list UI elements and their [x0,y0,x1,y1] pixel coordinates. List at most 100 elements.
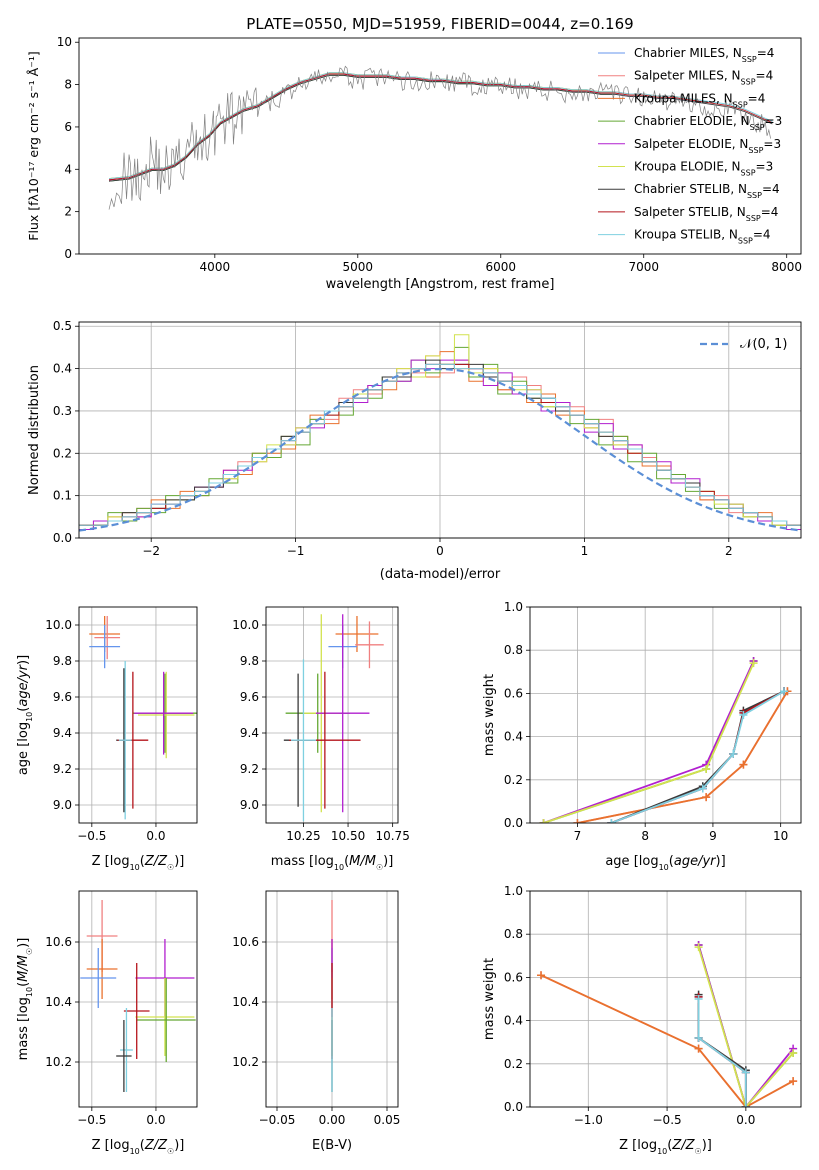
y-tick-label: 0.0 [53,531,72,545]
axes-frame [78,890,198,1108]
x-tick-label: 5000 [343,260,374,274]
label-part: SSP [741,77,756,86]
y-tick-label: 8 [64,78,72,92]
y-tick-label: 9.4 [53,726,72,740]
y-tick-label: 0.8 [504,643,523,657]
panel-weight_vs_Z: −1.0 −0.5 0.0 0.0 0.2 0.4 0.6 0.8 1.0 Z [log10(Z/… [482,884,802,1156]
y-tick-label: 0.0 [504,1100,523,1114]
y-tick-label: 9.8 [53,654,72,668]
axes-frame [529,890,802,1108]
series-marker [694,995,703,1003]
series-marker [607,819,616,823]
label-part: =4 [762,182,780,196]
label-part: ( [669,854,674,869]
label-part: mass [ [16,1017,31,1060]
label-part: ☉ [695,1147,702,1156]
x-tick-label: −1 [287,544,305,558]
y-tick-label: 9.8 [240,654,259,668]
y-tick-label: 0.4 [53,362,72,376]
y-tick-label: 1.0 [504,884,523,898]
x-axis-label: age [log10(age/yr)] [605,854,725,872]
plot-area [108,65,773,210]
label-part: Chabrier ELODIE, N [634,114,750,128]
legend-label: Chabrier STELIB, NSSP=4 [634,182,780,200]
panel-mass_vs_EBV: −0.05 0.00 0.05 10.2 10.4 10.6 [232,890,401,1127]
x-tick-label: 10 [773,829,788,843]
y-tick-label: 10.4 [45,995,72,1009]
x-axis-label: mass [log10(M/M☉)] [271,854,394,872]
y-tick-label: 9.2 [240,762,259,776]
y-tick-label: 10.0 [232,618,259,632]
label-part: age/yr [674,854,717,869]
y-tick-label: 2 [64,205,72,219]
y-tick-label: 0.4 [504,1014,523,1028]
label-part: SSP [747,191,762,200]
label-part: ( [667,1138,672,1153]
label-part: mass [ [271,854,314,869]
label-part: log [16,722,31,742]
x-tick-label: 10.25 [286,829,320,843]
label-part: )] [174,854,184,869]
label-part: SSP [733,100,748,109]
x-tick-label: 0.05 [374,1113,401,1127]
x-tick-label: 0.00 [319,1113,346,1127]
plot-area [89,616,197,820]
label-part: 10 [130,1147,140,1156]
series-marker [789,1049,798,1057]
y-tick-label: 0 [64,247,72,261]
label-part: Salpeter ELODIE, N [634,137,748,151]
label-part: log [110,1138,130,1153]
label-part: )] [716,854,726,869]
series-marker [780,687,789,696]
axes-frame [529,606,802,824]
panel-residuals: −2 −1 0 1 2 0.0 0.1 0.2 0.3 0.4 0.5 (data-model)/er… [27,319,802,582]
label-part: M/M [349,854,376,869]
gaussian-curve [79,367,801,532]
x-tick-label: 0.0 [146,829,165,843]
label-part: =4 [757,46,775,60]
legend-label: Salpeter MILES, NSSP=4 [634,69,773,87]
series-marker [539,819,548,823]
y-tick-label: 0.2 [53,446,72,460]
panel-age_vs_mass: 10.25 10.50 10.75 9.0 9.2 9.4 9.6 9.8 10.0 mass [… [232,606,410,872]
label-part: log [16,997,31,1017]
y-tick-label: 1.0 [504,600,523,614]
y-tick-label: 10.4 [232,995,259,1009]
axes-frame [78,37,802,255]
label-part: ☉ [25,948,34,955]
histogram-step [79,363,801,526]
label-part: Z [ [619,1138,637,1153]
x-tick-label: 1 [581,544,589,558]
label-part: SSP [748,145,763,154]
y-axis-label: Flux [fλ10⁻¹⁷ erg cm⁻² s⁻¹ Å⁻¹] [26,51,41,240]
label-part: )] [383,854,393,869]
label-part: SSP [741,168,756,177]
label-part: ☉ [167,863,174,872]
y-tick-label: 0.6 [504,686,523,700]
series-marker [698,784,707,793]
panel-age_vs_Z: −0.5 0.09.09.29.49.69.810.0Z [log10(Z/Z☉)… [16,606,198,872]
x-tick-label: 9 [709,829,717,843]
label-part: 10 [25,712,34,722]
label-part: SSP [750,123,765,132]
label-part: log [637,1138,657,1153]
series-marker [694,943,703,952]
series-marker [749,659,758,668]
x-axis-label: (data-model)/error [380,567,501,582]
x-tick-label: 10.50 [331,829,365,843]
x-axis-label: wavelength [Angstrom, rest frame] [326,277,555,292]
legend-label: Chabrier ELODIE, NSSP=3 [634,114,782,132]
label-part: Z [ [92,854,110,869]
y-axis-label: mass weight [482,674,497,756]
label-part: age [ [16,742,31,775]
x-tick-label: −0.5 [77,1113,106,1127]
label-part: 10 [659,863,669,872]
label-part: M/M [16,955,31,982]
label-part: =3 [763,137,781,151]
y-tick-label: 0.2 [504,1057,523,1071]
y-tick-label: 0.2 [504,773,523,787]
y-axis-label: Normed distribution [27,365,42,495]
legend-label: 𝒩(0, 1) [740,337,787,352]
plot-area [283,614,384,822]
